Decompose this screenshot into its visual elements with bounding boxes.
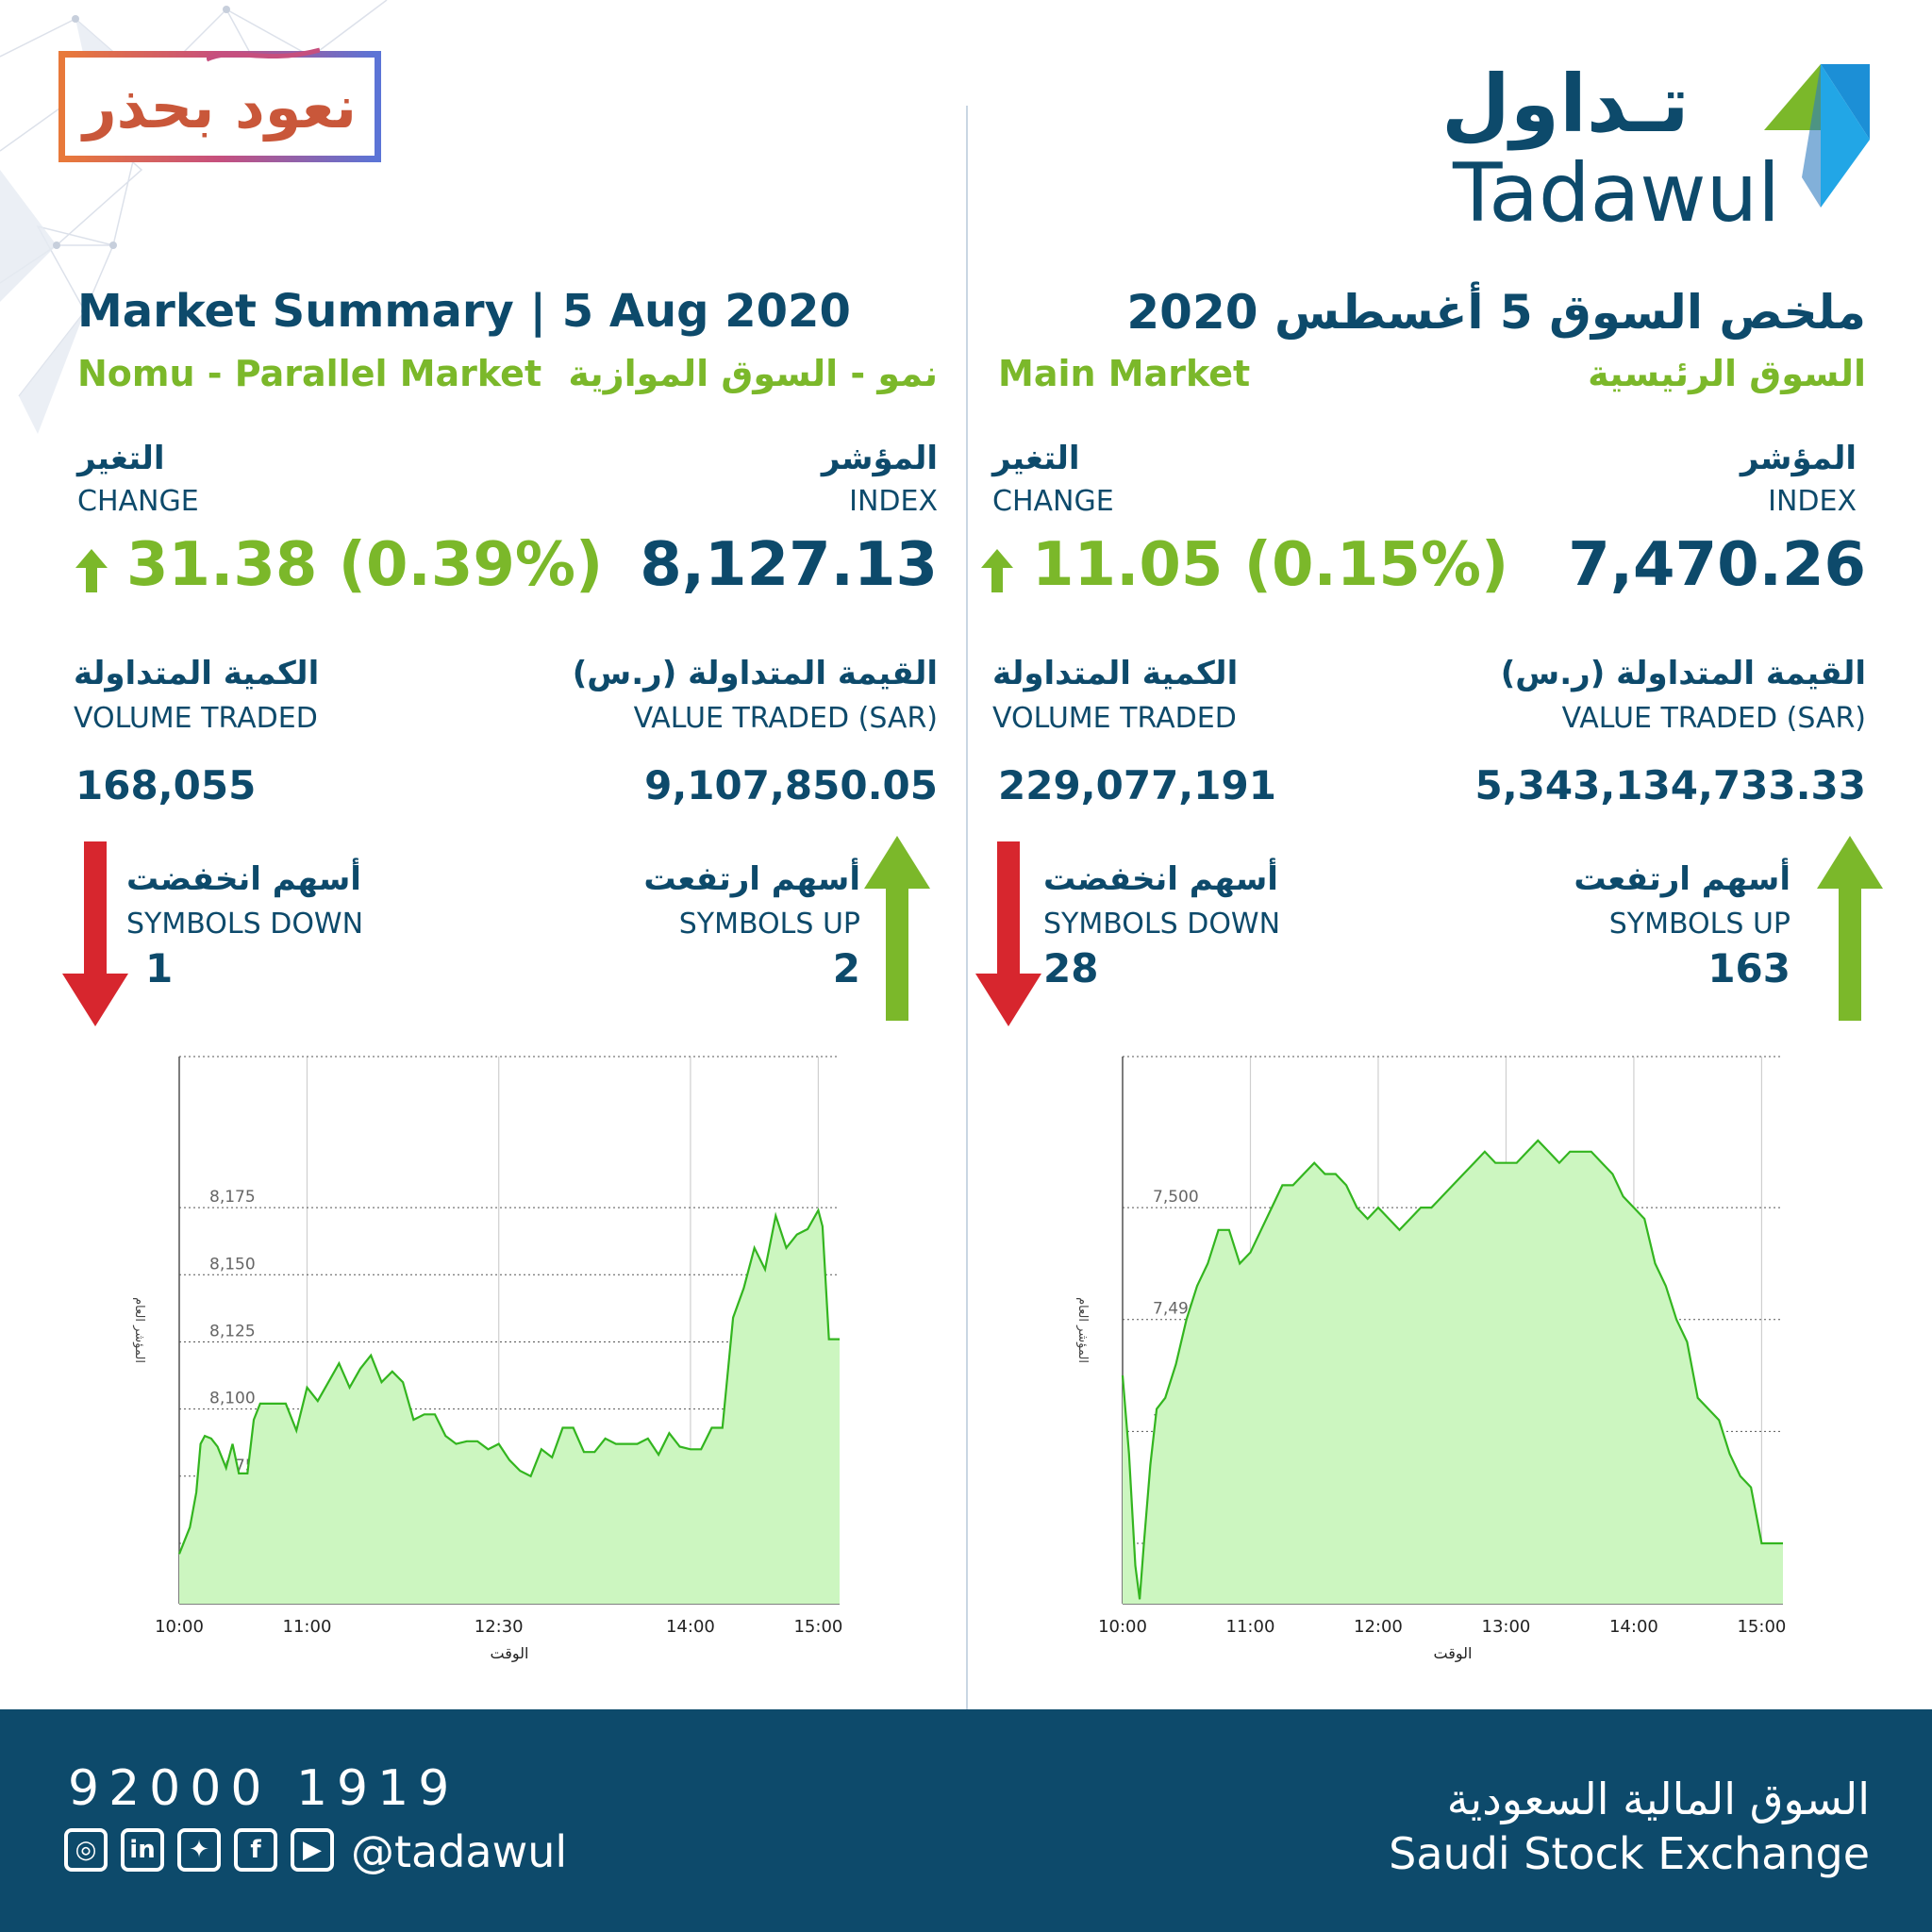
nomu-down-label-en: SYMBOLS DOWN — [126, 908, 364, 941]
main-change-label-ar: التغير — [992, 440, 1080, 477]
chart-x-tick-label: 10:00 — [1098, 1617, 1147, 1637]
chart-y-tick-label: 8,150 — [209, 1255, 256, 1274]
chart-y-tick-label: 8,175 — [209, 1188, 256, 1207]
linkedin-icon[interactable]: in — [121, 1828, 164, 1872]
main-index-label-ar: المؤشر — [1740, 440, 1857, 477]
twitter-icon[interactable]: ✦ — [177, 1828, 221, 1872]
main-value-label-en: VALUE TRADED (SAR) — [1561, 702, 1866, 735]
nomu-index-value: 8,127.13 — [640, 530, 938, 600]
main-up-label-en: SYMBOLS UP — [1608, 908, 1790, 941]
youtube-icon[interactable]: ▶ — [291, 1828, 334, 1872]
nomu-volume-label-ar: الكمية المتداولة — [74, 655, 320, 692]
chart-y-axis-title: المؤشر العام — [1075, 1297, 1090, 1363]
main-value-traded-value: 5,343,134,733.33 — [1474, 762, 1866, 808]
main-value-label-ar: القيمة المتداولة (ر.س) — [1500, 655, 1866, 692]
nomu-change-value: 31.38 (0.39%) — [126, 530, 604, 600]
chart-series-line — [177, 1208, 840, 1555]
nomu-volume-value: 168,055 — [75, 762, 257, 808]
nomu-up-label-ar: أسهم ارتفعت — [643, 860, 860, 898]
nomu-up-value: 2 — [832, 945, 860, 991]
main-change-label-en: CHANGE — [992, 485, 1114, 518]
main-down-label-en: SYMBOLS DOWN — [1043, 908, 1281, 941]
social-handle[interactable]: @tadawul — [351, 1826, 568, 1877]
column-divider — [966, 106, 968, 1709]
nomu-index-label-ar: المؤشر — [821, 440, 938, 477]
campaign-label: نعود بحذر — [82, 72, 358, 142]
nomu-index-label-en: INDEX — [849, 485, 938, 518]
main-symbols-down-arrow-icon — [975, 841, 1041, 1026]
nomu-market-arabic: نمو - السوق الموازية — [568, 353, 938, 394]
chart-x-tick-label: 14:00 — [666, 1617, 715, 1637]
chart-y-tick-label: 8,125 — [209, 1322, 256, 1341]
chart-x-tick-label: 15:00 — [793, 1617, 842, 1637]
main-volume-label-ar: الكمية المتداولة — [992, 655, 1239, 692]
swirl-icon — [207, 47, 320, 62]
main-volume-value: 229,077,191 — [998, 762, 1276, 808]
nomu-value-label-en: VALUE TRADED (SAR) — [633, 702, 938, 735]
chart-x-axis-title: الوقت — [491, 1644, 529, 1663]
chart-y-tick-label: 8,100 — [209, 1390, 256, 1408]
main-index-label-en: INDEX — [1768, 485, 1857, 518]
nomu-index-chart: 10:0011:0012:3014:0015:008,0508,0758,100… — [132, 1056, 842, 1663]
chart-x-tick-label: 11:00 — [1226, 1617, 1275, 1637]
page-title-english: Market Summary | 5 Aug 2020 — [77, 285, 851, 338]
campaign-badge: نعود بحذر — [58, 47, 381, 162]
nomu-value-label-ar: القيمة المتداولة (ر.س) — [572, 655, 938, 692]
chart-y-tick-label: 7,500 — [1153, 1188, 1199, 1207]
exchange-name-english: Saudi Stock Exchange — [1389, 1828, 1870, 1879]
footer-bar — [0, 1709, 1932, 1932]
chart-y-axis-title: المؤشر العام — [132, 1297, 146, 1363]
main-index-chart: 10:0011:0012:0013:0014:0015:007,4707,480… — [1075, 1056, 1786, 1663]
tadawul-logo-icon — [1764, 64, 1870, 208]
nomu-down-label-ar: أسهم انخفضت — [126, 860, 361, 898]
chart-x-tick-label: 15:00 — [1737, 1617, 1786, 1637]
main-index-value: 7,470.26 — [1568, 530, 1866, 600]
main-up-label-ar: أسهم ارتفعت — [1574, 860, 1790, 898]
logo-english: Tadawul — [1453, 146, 1781, 241]
nomu-change-label-ar: التغير — [77, 440, 165, 477]
chart-x-tick-label: 14:00 — [1609, 1617, 1658, 1637]
chart-x-tick-label: 13:00 — [1482, 1617, 1531, 1637]
main-symbols-up-arrow-icon — [1817, 836, 1883, 1021]
nomu-volume-label-en: VOLUME TRADED — [74, 702, 318, 735]
chart-series-line — [1121, 1139, 1783, 1600]
instagram-icon[interactable]: ◎ — [64, 1828, 108, 1872]
main-market-english: Main Market — [998, 353, 1251, 394]
chart-area-fill — [1123, 1141, 1783, 1604]
chart-x-tick-label: 12:30 — [475, 1617, 524, 1637]
nomu-up-label-en: SYMBOLS UP — [678, 908, 860, 941]
chart-x-tick-label: 11:00 — [283, 1617, 332, 1637]
phone-number: 92000 1919 — [68, 1760, 459, 1817]
chart-x-tick-label: 10:00 — [155, 1617, 204, 1637]
main-down-label-ar: أسهم انخفضت — [1043, 860, 1278, 898]
main-volume-label-en: VOLUME TRADED — [992, 702, 1237, 735]
nomu-market-english: Nomu - Parallel Market — [77, 353, 542, 394]
exchange-name-arabic: السوق المالية السعودية — [1446, 1774, 1870, 1824]
chart-x-tick-label: 12:00 — [1354, 1617, 1403, 1637]
page-title-arabic: ملخص السوق 5 أغسطس 2020 — [1126, 285, 1866, 340]
main-up-value: 163 — [1707, 945, 1790, 991]
nomu-down-value: 1 — [145, 945, 174, 991]
main-market-arabic: السوق الرئيسية — [1588, 353, 1866, 394]
logo-arabic: تـداول — [1441, 58, 1690, 150]
main-change-value: 11.05 (0.15%) — [1032, 530, 1509, 600]
nomu-change-up-arrow-icon — [75, 549, 108, 592]
main-change-up-arrow-icon — [981, 549, 1013, 592]
nomu-symbols-up-arrow-icon — [864, 836, 930, 1021]
nomu-symbols-down-arrow-icon — [62, 841, 128, 1026]
chart-x-axis-title: الوقت — [1434, 1644, 1473, 1663]
main-down-value: 28 — [1043, 945, 1099, 991]
facebook-icon[interactable]: f — [234, 1828, 277, 1872]
nomu-value-traded-value: 9,107,850.05 — [644, 762, 938, 808]
chart-area-fill — [179, 1210, 840, 1604]
nomu-change-label-en: CHANGE — [77, 485, 199, 518]
